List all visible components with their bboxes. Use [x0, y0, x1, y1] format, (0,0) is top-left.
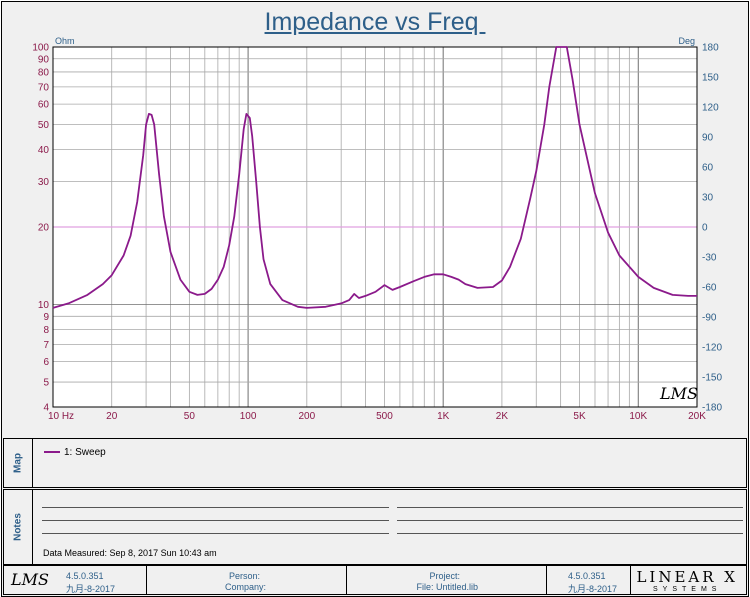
x-tick-label: 1K [437, 411, 450, 422]
y2-tick-label: 60 [702, 163, 714, 174]
y-tick-label: 60 [38, 100, 50, 111]
note-line [397, 533, 743, 534]
lms-watermark: LMS [659, 384, 698, 403]
y-tick-label: 6 [43, 357, 49, 368]
map-section: Map 1: Sweep [3, 438, 747, 488]
x-tick-label: 10K [629, 411, 647, 422]
map-label: Map [12, 453, 24, 473]
lms-logo: LMS [11, 570, 49, 589]
y2-tick-label: 120 [702, 103, 719, 114]
y-tick-label: 80 [38, 67, 50, 78]
project-label: Project: [429, 571, 460, 581]
legend-swatch [44, 451, 60, 454]
footer-cell-left: LMS 4.5.0.351 九月-8-2017 [4, 566, 147, 594]
footer-cell-person: Person: Company: [146, 566, 347, 594]
y2-tick-label: -150 [702, 373, 722, 384]
y-tick-label: 4 [43, 403, 49, 414]
note-line [397, 507, 743, 508]
y-tick-label: 90 [38, 54, 50, 65]
notes-section: Notes Data Measured: Sep 8, 2017 Sun 10:… [3, 489, 747, 565]
x-tick-label: 100 [240, 411, 257, 422]
y2-tick-label: 0 [702, 223, 708, 234]
y-tick-label: 40 [38, 145, 50, 156]
impedance-series-line [52, 46, 697, 309]
note-line [42, 520, 389, 521]
y-tick-label: 5 [43, 378, 49, 389]
brand-name: LINEAR X [636, 568, 738, 586]
y2-tick-label: -60 [702, 283, 717, 294]
x-tick-label: 20 [106, 411, 118, 422]
y2-tick-label: 30 [702, 193, 714, 204]
x-tick-label: 20K [688, 411, 706, 422]
y2-tick-label: 150 [702, 73, 719, 84]
map-label-box: Map [4, 439, 33, 487]
note-line [42, 507, 389, 508]
linearx-logo: LINEAR X SYSTEMS [636, 568, 738, 593]
file-label: File: Untitled.lib [416, 582, 478, 592]
notes-label-box: Notes [4, 490, 33, 564]
y-tick-label: 70 [38, 82, 50, 93]
y-tick-label: 8 [43, 325, 49, 336]
version-left: 4.5.0.351 [66, 571, 104, 581]
x-tick-label: 5K [573, 411, 586, 422]
plot-border [52, 46, 698, 408]
y-tick-label: 20 [38, 223, 50, 234]
y2-tick-label: -90 [702, 313, 717, 324]
y2-tick-label: 180 [702, 43, 719, 54]
x-tick-label: 2K [496, 411, 509, 422]
legend-label: 1: Sweep [64, 447, 106, 458]
impedance-chart: 1009080706050403020109876541801501209060… [32, 36, 722, 422]
y-tick-label: 7 [43, 340, 49, 351]
note-line [397, 520, 743, 521]
footer-cell-right: 4.5.0.351 九月-8-2017 [546, 566, 631, 594]
footer-cell-project: Project: File: Untitled.lib [346, 566, 547, 594]
note-line [42, 533, 389, 534]
left-unit-label: Ohm [55, 36, 75, 46]
y-tick-label: 9 [43, 312, 49, 323]
y2-tick-label: -120 [702, 343, 722, 354]
x-tick-label: 50 [184, 411, 196, 422]
chart-title: Impedance vs Freq [264, 8, 486, 36]
y2-tick-label: -180 [702, 403, 722, 414]
legend-entry: 1: Sweep [44, 447, 106, 458]
y2-tick-label: -30 [702, 253, 717, 264]
version-right: 4.5.0.351 [568, 571, 606, 581]
y2-tick-label: 90 [702, 133, 714, 144]
x-tick-label: 200 [298, 411, 315, 422]
person-label: Person: [228, 571, 260, 581]
y-tick-label: 100 [32, 43, 49, 54]
y-tick-label: 30 [38, 177, 50, 188]
x-tick-label: 10 Hz [48, 411, 74, 422]
company-label: Company: [224, 582, 266, 592]
data-measured: Data Measured: Sep 8, 2017 Sun 10:43 am [43, 548, 217, 558]
footer-bar: LMS 4.5.0.351 九月-8-2017 Person: Company:… [3, 565, 747, 595]
y-tick-label: 10 [38, 300, 50, 311]
date-left: 九月-8-2017 [66, 584, 116, 594]
right-unit-label: Deg [678, 36, 695, 46]
brand-sub: SYSTEMS [653, 586, 722, 593]
x-tick-label: 500 [376, 411, 393, 422]
notes-label: Notes [12, 513, 24, 541]
y-tick-label: 50 [38, 120, 50, 131]
date-right: 九月-8-2017 [568, 584, 618, 594]
